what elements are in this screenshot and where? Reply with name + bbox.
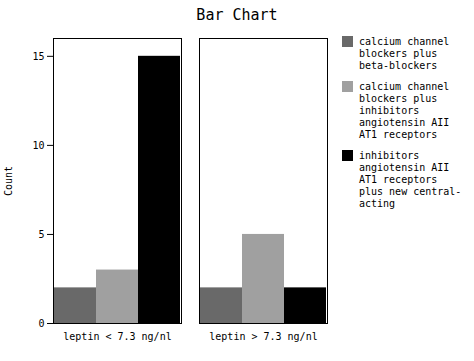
svg-text:leptin > 7.3 ng/nl: leptin > 7.3 ng/nl — [209, 331, 317, 342]
svg-text:15: 15 — [32, 51, 44, 62]
html-text:calcium channel blockers plus: calcium channel blockers plus beta-block… — [359, 36, 450, 71]
html-text:Bar Chart: Bar Chart — [196, 6, 278, 24]
svg-text:leptin < 7.3 ng/nl: leptin < 7.3 ng/nl — [63, 331, 171, 342]
svg-text:10: 10 — [32, 140, 44, 151]
html-text:calcium channel blockers plus: calcium channel blockers plus inhibitors… — [359, 81, 450, 140]
svg-text:5: 5 — [38, 229, 44, 240]
svg-text:0: 0 — [38, 318, 44, 329]
svg-text:Count: Count — [3, 166, 14, 196]
html-text:inhibitors angiotensin AII AT1: inhibitors angiotensin AII AT1 receptors… — [359, 150, 462, 209]
